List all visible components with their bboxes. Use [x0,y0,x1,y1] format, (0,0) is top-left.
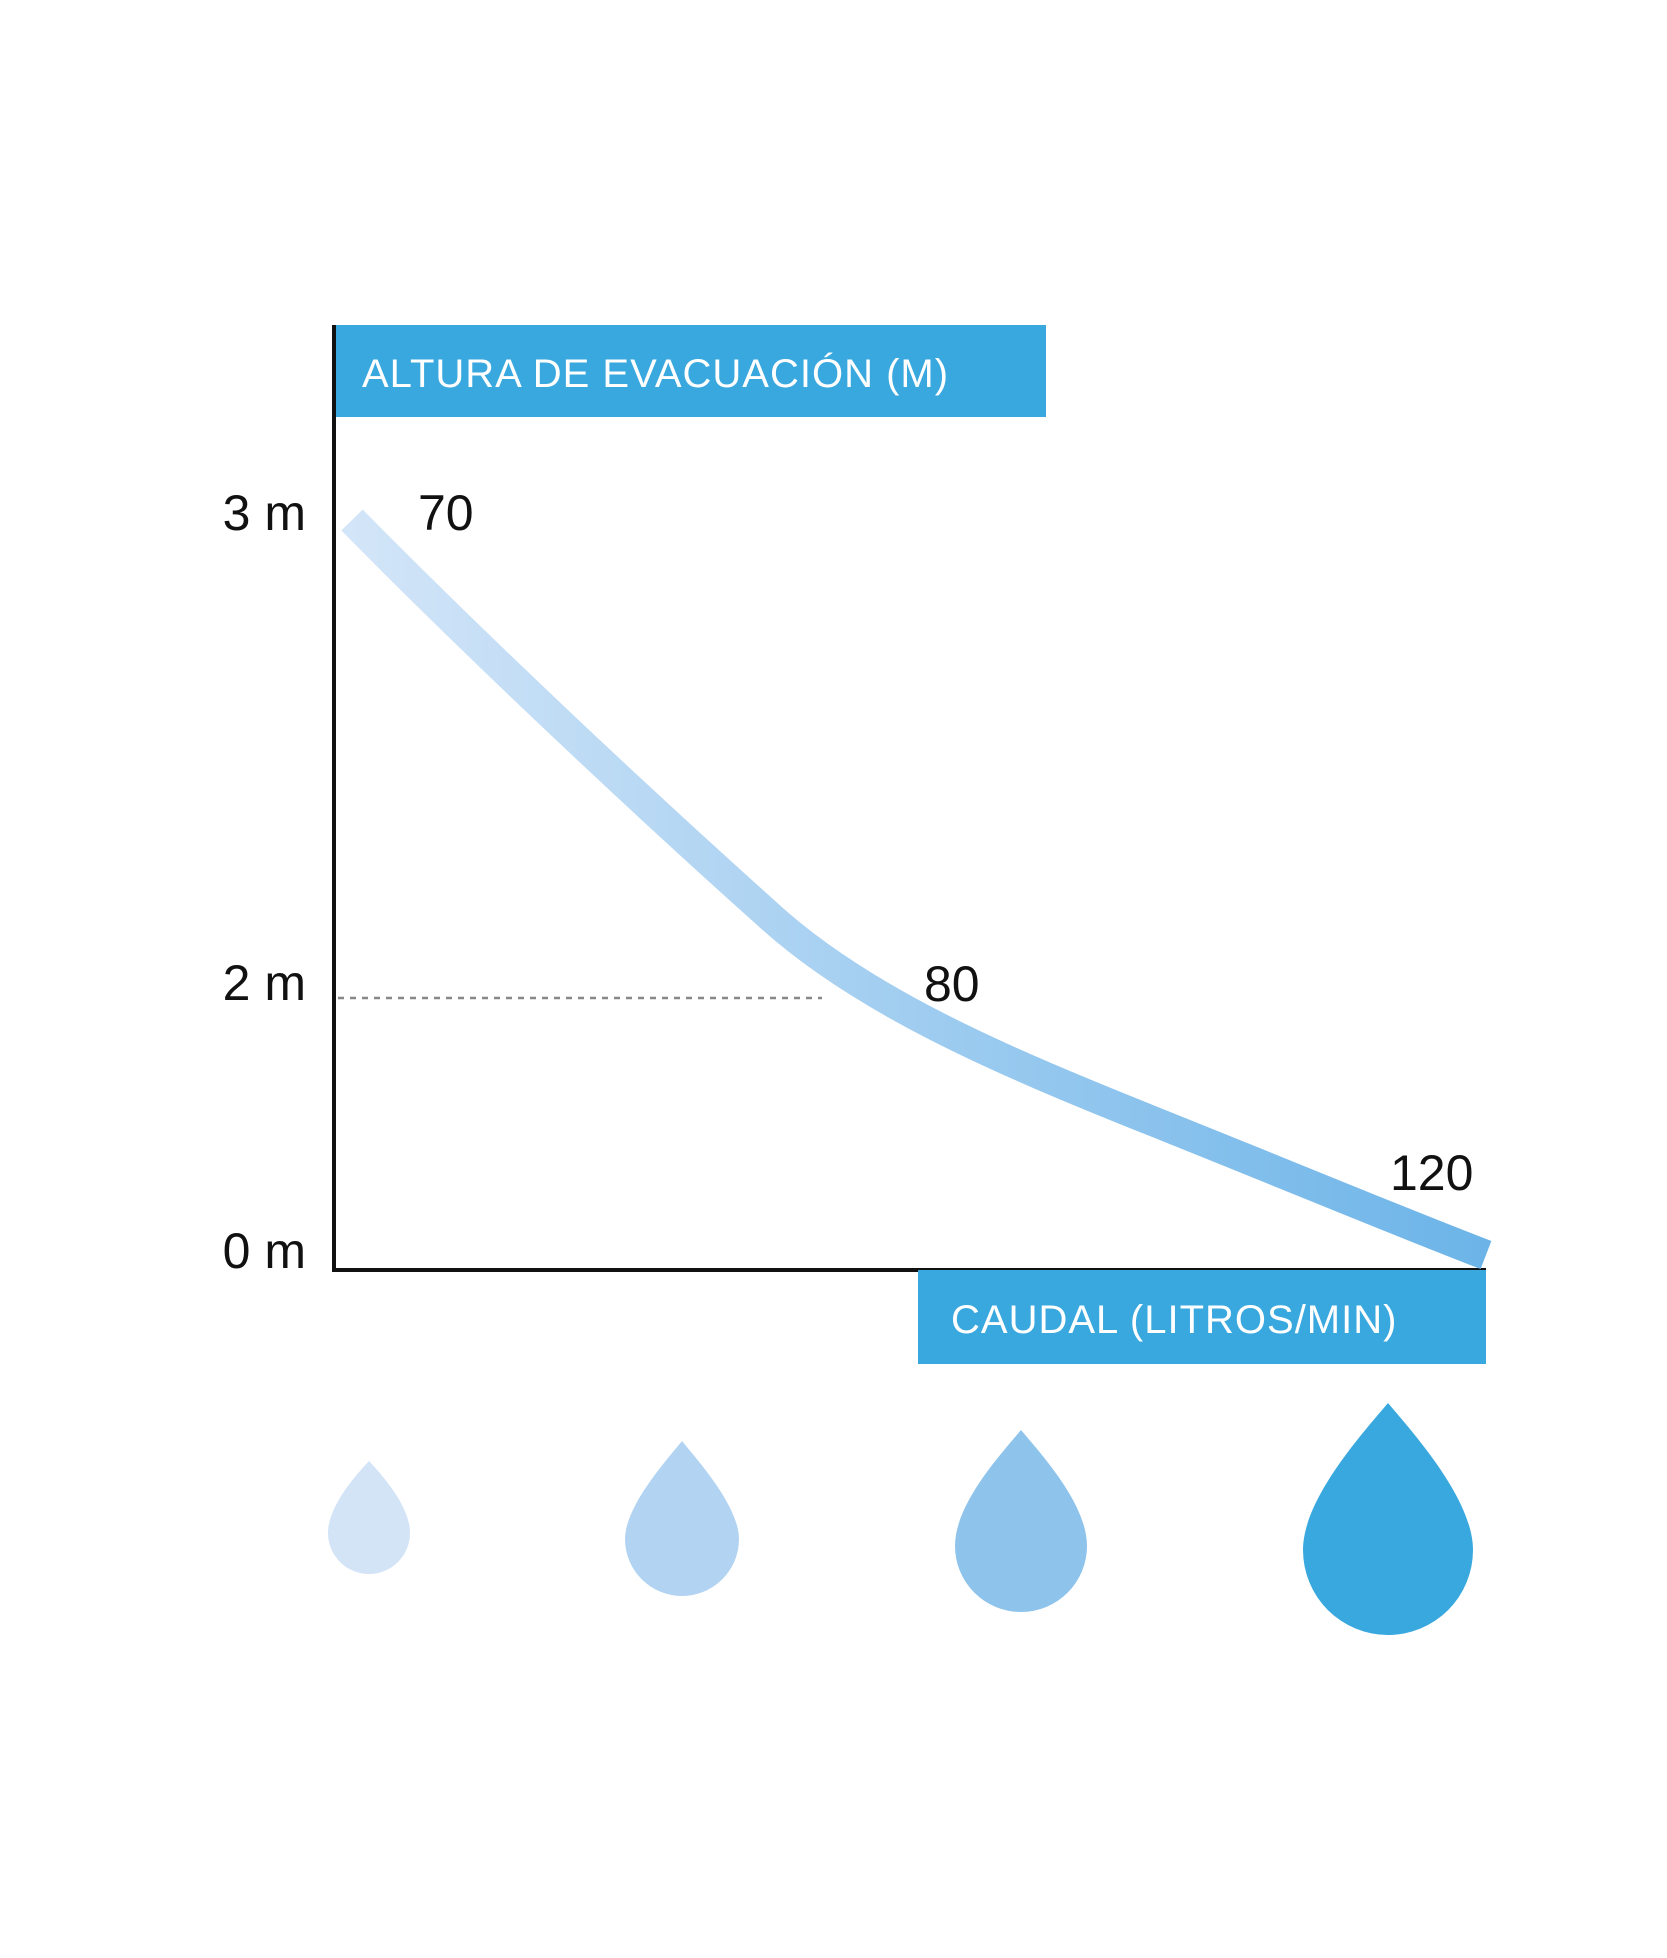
water-drop-icon [328,1461,410,1574]
y-tick-label: 0 m [223,1223,306,1279]
x-axis-title: CAUDAL (LITROS/MIN) [918,1270,1486,1364]
water-drops [328,1403,1473,1635]
series-line [341,509,1492,1270]
y-axis-title: ALTURA DE EVACUACIÓN (M) [334,325,1046,417]
data-label-70: 70 [418,485,474,541]
data-label-120: 120 [1390,1145,1473,1201]
y-tick-label: 3 m [223,485,306,541]
y-axis-title-text: ALTURA DE EVACUACIÓN (M) [362,351,949,396]
x-axis-title-text: CAUDAL (LITROS/MIN) [951,1298,1397,1342]
water-drop-icon [955,1430,1087,1612]
water-drop-icon [1303,1403,1473,1635]
water-drop-icon [625,1441,739,1596]
data-label-80: 80 [924,956,980,1012]
y-tick-label: 2 m [223,955,306,1011]
